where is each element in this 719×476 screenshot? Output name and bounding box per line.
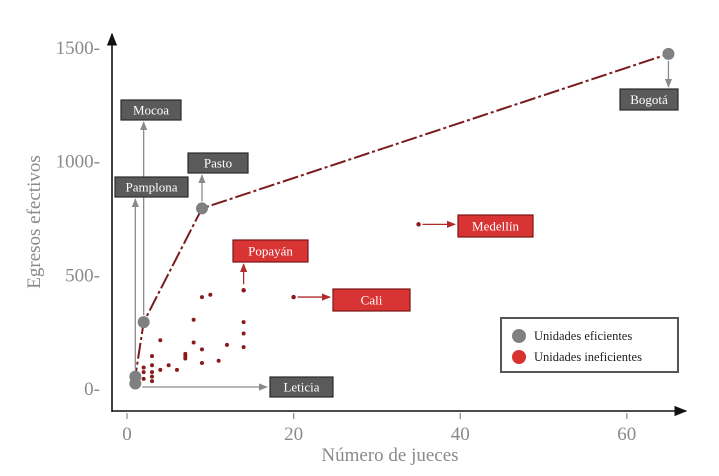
inefficient-point: [241, 320, 246, 325]
inefficient-point: [199, 347, 204, 352]
inefficient-point: [199, 295, 204, 300]
inefficient-point: [141, 370, 146, 375]
annotation-label: Leticia: [283, 380, 319, 395]
inefficient-point: [149, 379, 154, 384]
inefficient-point: [166, 363, 171, 368]
inefficient-point: [191, 340, 196, 345]
annotation-box: [187, 152, 249, 174]
inefficient-point: [208, 292, 213, 297]
inefficient-point: [224, 342, 229, 347]
legend-marker-inefficient: [512, 350, 526, 364]
y-tick-label: 1000-: [56, 152, 100, 173]
annotation-box: [114, 176, 189, 198]
annotation-box: [269, 376, 334, 398]
efficient-point: [129, 370, 142, 383]
legend-box: [500, 317, 679, 373]
legend-label-efficient: Unidades eficientes: [534, 329, 632, 343]
annotation-label: Bogotá: [630, 92, 668, 107]
inefficient-point: [158, 367, 163, 372]
x-axis-title: Número de jueces: [321, 445, 458, 466]
y-tick-label: 1500-: [56, 38, 100, 59]
y-ticks: 0- 500- 1000- 1500-: [56, 38, 100, 400]
annotated-inefficient-point: [291, 294, 296, 300]
inefficient-point: [149, 374, 154, 379]
inefficient-point: [174, 367, 179, 372]
y-axis-title: Egresos efectivos: [24, 155, 45, 288]
inefficient-point: [191, 317, 196, 322]
annotation-label: Medellín: [472, 219, 519, 234]
axes: [106, 32, 688, 417]
x-tick-label: 40: [451, 424, 470, 445]
y-tick-label: 0-: [84, 379, 100, 400]
inefficient-point: [149, 370, 154, 375]
annotation-label: Popayán: [248, 244, 293, 259]
x-ticks: 0 20 40 60: [122, 413, 636, 445]
y-tick-label: 500-: [65, 265, 100, 286]
annotated-inefficient-point: [241, 288, 246, 293]
annotation-box: [332, 288, 411, 312]
annotation-box: [232, 239, 309, 263]
annotation-label: Pamplona: [126, 180, 178, 195]
annotation-box: [457, 214, 534, 238]
annotation-label: Cali: [361, 293, 383, 308]
legend: Unidades eficientes Unidades ineficiente…: [500, 317, 679, 373]
x-tick-label: 60: [617, 424, 636, 445]
efficient-point: [662, 47, 675, 60]
efficient-point: [137, 316, 150, 329]
efficient-points: [129, 47, 675, 390]
inefficient-point: [183, 351, 188, 356]
annotation-box: [619, 88, 679, 111]
legend-label-inefficient: Unidades ineficientes: [534, 350, 642, 364]
x-tick-label: 20: [284, 424, 303, 445]
annotation-label: Pasto: [204, 156, 232, 171]
inefficient-point: [149, 354, 154, 359]
annotation-label: Mocoa: [133, 103, 169, 118]
inefficient-point: [149, 363, 154, 368]
legend-marker-efficient: [512, 329, 526, 343]
efficient-point: [195, 202, 208, 215]
annotations: Bogotá Mocoa Pasto Pamplona Leticia Popayán Ca…: [114, 60, 679, 398]
inefficient-point: [241, 331, 246, 336]
inefficient-point: [199, 360, 204, 365]
inefficient-point: [216, 358, 221, 363]
inefficient-point: [141, 365, 146, 370]
annotation-box: [120, 99, 182, 121]
annotated-inefficient-point: [416, 222, 421, 227]
inefficient-point: [158, 338, 163, 343]
inefficient-point: [241, 345, 246, 350]
x-tick-label: 0: [122, 424, 132, 445]
inefficient-point: [141, 376, 146, 381]
